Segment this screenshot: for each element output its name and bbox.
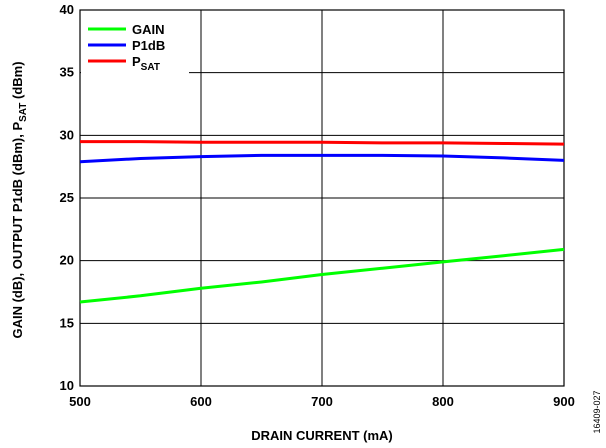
- y-axis-label-main: GAIN (dB), OUTPUT P1dB (dBm), P: [10, 122, 25, 339]
- legend-label-p1db: P1dB: [132, 38, 165, 53]
- figure-id: 16409-027: [592, 390, 602, 433]
- x-tick-label: 700: [311, 394, 333, 409]
- y-axis-label-end: (dBm): [10, 61, 25, 102]
- x-tick-label: 600: [190, 394, 212, 409]
- y-tick-label: 25: [60, 190, 74, 205]
- series-line-gain: [79, 247, 565, 304]
- legend-label-gain: GAIN: [132, 22, 165, 37]
- legend-label-psat: PSAT: [132, 54, 160, 73]
- x-tick-label: 800: [432, 394, 454, 409]
- x-tick-label: 500: [69, 394, 91, 409]
- y-tick-label: 20: [60, 253, 74, 268]
- x-tick-label: 900: [553, 394, 575, 409]
- series-line-psat: [80, 140, 565, 146]
- y-tick-label: 35: [60, 65, 74, 80]
- series-line-p1db: [79, 153, 565, 164]
- x-tick-labels: 500 600 700 800 900: [69, 394, 575, 409]
- plot-frame: [79, 9, 565, 387]
- y-axis-label-sub: SAT: [18, 103, 29, 122]
- x-axis-label: DRAIN CURRENT (mA): [251, 428, 393, 443]
- y-tick-label: 10: [60, 378, 74, 393]
- y-axis-label: GAIN (dB), OUTPUT P1dB (dBm), PSAT (dBm): [10, 61, 29, 338]
- y-tick-labels: 10 15 20 25 30 35 40: [60, 2, 74, 393]
- series-lines: [79, 140, 565, 304]
- y-tick-label: 30: [60, 127, 74, 142]
- y-tick-label: 15: [60, 315, 74, 330]
- y-tick-label: 40: [60, 2, 74, 17]
